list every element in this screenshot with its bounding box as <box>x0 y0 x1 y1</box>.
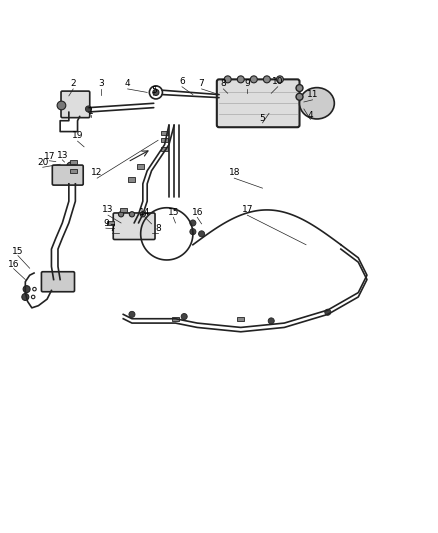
Text: 15: 15 <box>168 207 179 216</box>
Bar <box>172 317 179 321</box>
Bar <box>161 131 168 135</box>
Circle shape <box>181 313 187 320</box>
Text: 15: 15 <box>12 247 24 256</box>
FancyBboxPatch shape <box>42 272 74 292</box>
Circle shape <box>198 231 205 237</box>
Bar <box>137 164 144 168</box>
Text: 4: 4 <box>307 110 313 119</box>
Circle shape <box>276 76 283 83</box>
Circle shape <box>57 101 66 110</box>
Text: 7: 7 <box>110 224 115 233</box>
Circle shape <box>224 76 231 83</box>
Circle shape <box>153 90 159 95</box>
FancyBboxPatch shape <box>61 91 90 118</box>
Text: 14: 14 <box>139 207 151 216</box>
Text: 6: 6 <box>179 77 185 86</box>
Bar <box>128 177 135 182</box>
Text: 8: 8 <box>155 224 161 233</box>
Text: 2: 2 <box>71 79 76 88</box>
Circle shape <box>190 220 196 226</box>
Circle shape <box>263 76 270 83</box>
Circle shape <box>190 229 196 235</box>
Circle shape <box>296 93 303 100</box>
Text: 8: 8 <box>220 79 226 88</box>
Circle shape <box>22 294 29 301</box>
Circle shape <box>67 162 75 171</box>
Text: 5: 5 <box>260 114 265 123</box>
Text: 13: 13 <box>102 205 114 214</box>
Bar <box>70 168 77 173</box>
Text: 4: 4 <box>125 79 131 88</box>
Circle shape <box>325 309 331 315</box>
Text: 9: 9 <box>244 79 250 88</box>
Text: 17: 17 <box>43 152 55 161</box>
FancyBboxPatch shape <box>52 165 83 185</box>
Text: 5: 5 <box>151 86 157 95</box>
FancyBboxPatch shape <box>217 79 300 127</box>
Text: 18: 18 <box>229 168 240 177</box>
Text: 17: 17 <box>241 205 253 214</box>
Circle shape <box>23 286 30 293</box>
Bar <box>120 208 127 212</box>
FancyBboxPatch shape <box>113 213 155 239</box>
Circle shape <box>251 76 257 83</box>
Text: 19: 19 <box>72 132 83 140</box>
Text: 16: 16 <box>8 260 19 269</box>
Circle shape <box>129 212 134 217</box>
Circle shape <box>140 212 145 217</box>
Text: 9: 9 <box>103 220 109 228</box>
Bar <box>237 317 244 321</box>
Text: 7: 7 <box>199 79 205 88</box>
Circle shape <box>237 76 244 83</box>
Text: 20: 20 <box>37 158 49 166</box>
Text: 16: 16 <box>191 207 203 216</box>
Ellipse shape <box>300 87 334 119</box>
Circle shape <box>118 212 124 217</box>
Text: 11: 11 <box>307 90 318 99</box>
Text: 1: 1 <box>88 108 93 117</box>
Text: 13: 13 <box>57 151 68 160</box>
Circle shape <box>129 311 135 318</box>
Bar <box>161 147 168 151</box>
Circle shape <box>85 106 92 112</box>
Circle shape <box>296 85 303 92</box>
Bar <box>161 138 168 142</box>
Circle shape <box>268 318 274 324</box>
Bar <box>107 221 114 225</box>
Text: 10: 10 <box>272 77 283 86</box>
Bar <box>70 160 77 164</box>
Text: 12: 12 <box>92 168 103 177</box>
Text: 3: 3 <box>99 79 104 88</box>
